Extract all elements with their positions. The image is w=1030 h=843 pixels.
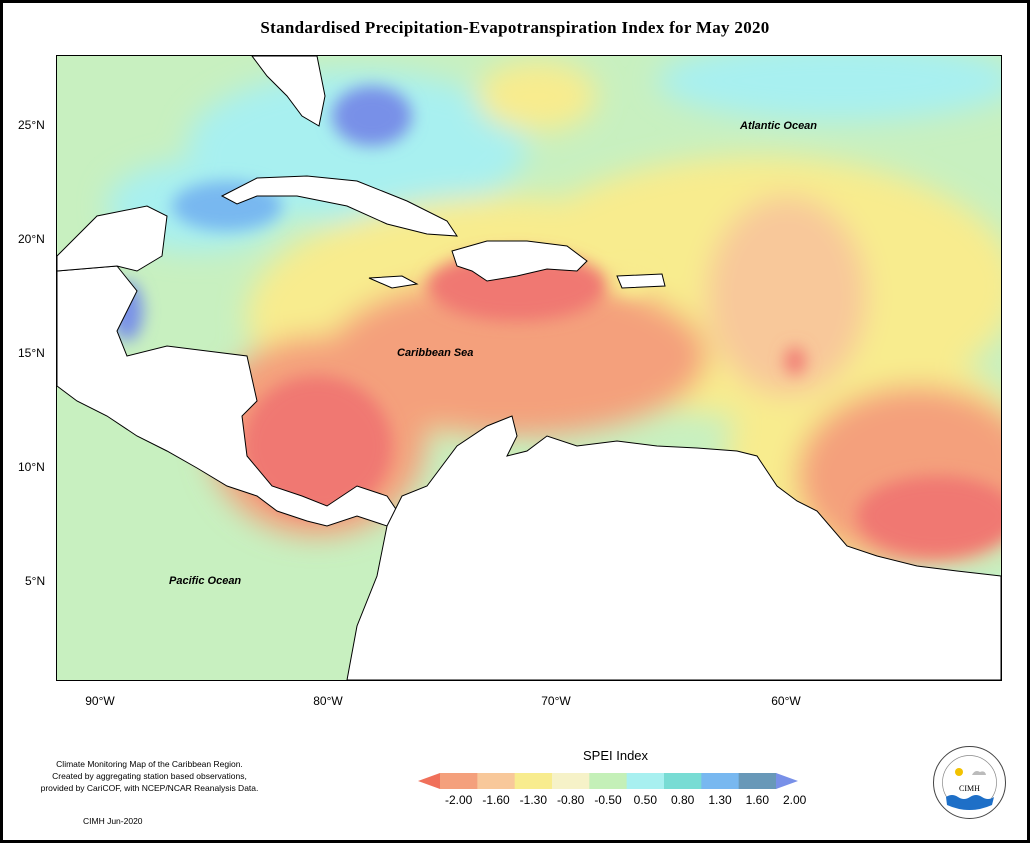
landmasses — [57, 56, 1001, 680]
land-yucatan — [57, 205, 168, 272]
legend-swatch — [701, 773, 740, 789]
legend-arrow-left — [418, 773, 440, 789]
land-hispaniola — [451, 240, 588, 282]
land-florida — [251, 56, 326, 127]
logo-wave-icon — [946, 795, 994, 810]
logo-text: CIMH — [959, 784, 980, 793]
legend-tick-label: 1.30 — [708, 793, 732, 807]
legend-tick-label: 1.60 — [745, 793, 770, 807]
y-tick-20n: 20°N — [18, 232, 45, 246]
legend-swatch — [440, 773, 478, 789]
legend-swatch — [589, 773, 628, 789]
field-red-dot — [785, 347, 805, 375]
land-puerto-rico — [616, 273, 666, 289]
legend-swatch — [477, 773, 516, 789]
legend-tick-label: 2.00 — [782, 793, 807, 807]
map-title: Standardised Precipitation-Evapotranspir… — [260, 18, 770, 37]
land-central-america — [57, 265, 403, 527]
legend-tick-label: -1.30 — [519, 793, 548, 807]
spei-field-svg — [57, 56, 1001, 680]
legend-title: SPEI Index — [583, 748, 649, 763]
field-orange-caribbean — [327, 276, 707, 436]
credits-date: CIMH Jun-2020 — [83, 816, 143, 826]
land-south-america — [346, 415, 1001, 680]
field-red-se — [857, 476, 1001, 556]
credits-line-2: Created by aggregating station based obs… — [52, 771, 247, 781]
cimh-logo: CIMH — [933, 746, 1006, 819]
x-tick-80w: 80°W — [313, 694, 343, 708]
land-jamaica — [368, 275, 419, 289]
credits-text: Climate Monitoring Map of the Caribbean … — [22, 758, 277, 794]
label-caribbean-sea: Caribbean Sea — [397, 347, 474, 359]
y-tick-25n: 25°N — [18, 118, 45, 132]
legend-colorbar — [418, 773, 798, 789]
spei-map — [56, 55, 1002, 681]
legend-tick-label: 0.50 — [633, 793, 658, 807]
legend-arrow-right — [776, 773, 798, 789]
y-tick-15n: 15°N — [18, 346, 45, 360]
field-yellow-north — [477, 61, 597, 131]
credits-line-3: provided by CariCOF, with NCEP/NCAR Rean… — [40, 783, 259, 793]
logo-sun-icon — [955, 768, 963, 776]
field-blue-bahamas — [332, 86, 412, 146]
legend-swatch — [552, 773, 590, 789]
legend-labels: -2.00 -1.60 -1.30 -0.80 -0.50 0.50 0.80 1.30 1.6… — [418, 793, 806, 809]
legend-swatch — [514, 773, 553, 789]
legend-swatch — [664, 773, 702, 789]
y-tick-10n: 10°N — [18, 460, 45, 474]
field-orange-antilles — [707, 196, 867, 396]
label-atlantic-ocean: Atlantic Ocean — [740, 120, 818, 132]
legend-tick-label: -2.00 — [444, 793, 473, 807]
logo-cloud-icon — [972, 771, 986, 775]
y-tick-5n: 5°N — [25, 574, 46, 588]
x-tick-70w: 70°W — [541, 694, 571, 708]
x-tick-60w: 60°W — [771, 694, 801, 708]
legend-tick-label: -1.60 — [482, 793, 510, 807]
x-tick-90w: 90°W — [85, 694, 115, 708]
legend-swatch — [626, 773, 665, 789]
legend-tick-label: -0.80 — [556, 793, 585, 807]
legend-swatch — [738, 773, 777, 789]
field-red-sw — [242, 376, 392, 516]
legend-tick-label: -0.50 — [594, 793, 622, 807]
land-cuba — [220, 175, 458, 237]
field-cool-ne — [657, 56, 1001, 121]
label-pacific-ocean: Pacific Ocean — [169, 575, 242, 587]
legend-tick-label: 0.80 — [670, 793, 695, 807]
credits-line-1: Climate Monitoring Map of the Caribbean … — [56, 759, 243, 769]
